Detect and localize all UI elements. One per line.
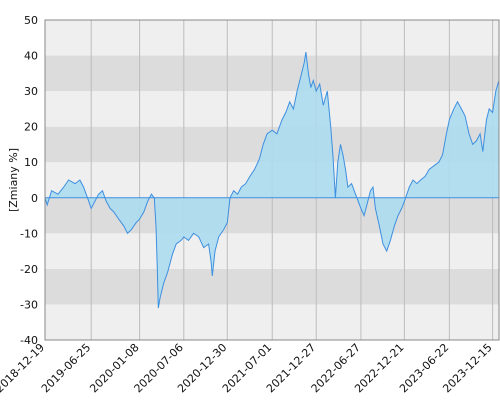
plot-frame [44, 19, 500, 341]
series-line [44, 51, 500, 309]
y-tick-label: -40 [20, 334, 38, 347]
y-tick-label: -30 [20, 298, 38, 311]
series-area [45, 52, 499, 308]
y-tick-label: 20 [24, 121, 38, 134]
y-tick-label: 30 [24, 85, 38, 98]
x-tick-label: 2019-06-25 [39, 341, 93, 395]
y-tick-label: 50 [24, 14, 38, 27]
y-tick-label: 10 [24, 156, 38, 169]
y-tick-label: 0 [31, 192, 38, 205]
y-tick-label: 40 [24, 50, 38, 63]
x-tick-labels: 2018-12-192019-06-252020-01-082020-07-06… [0, 341, 495, 395]
y-tick-label: -10 [20, 227, 38, 240]
y-axis-label: [Zmiany %] [7, 148, 20, 212]
y-tick-label: -20 [20, 263, 38, 276]
y-tick-labels: -40 -30 -20 -10 0 10 20 30 40 50 [20, 14, 38, 347]
